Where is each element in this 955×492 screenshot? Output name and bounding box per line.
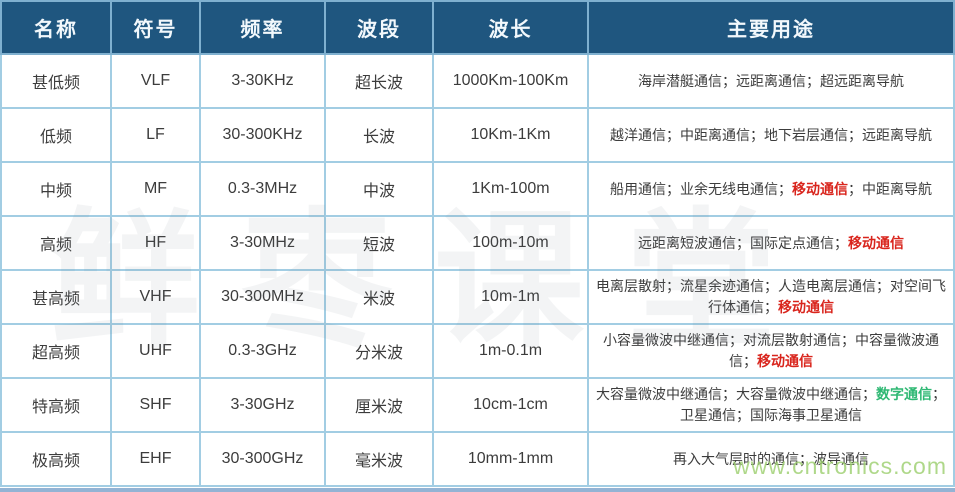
cell-symbol: SHF [110,377,201,433]
cell-band: 厘米波 [324,377,434,433]
cell-wavelength: 10m-1m [432,269,589,325]
cell-wavelength: 1Km-100m [432,161,589,217]
usage-segment: 移动通信 [848,234,904,251]
column-header-wavelength: 波长 [432,0,589,55]
cell-symbol: VLF [110,53,201,109]
cell-band: 长波 [324,107,434,163]
cell-frequency: 3-30GHz [199,377,326,433]
table-row: 甚高频 VHF 30-300MHz 米波 10m-1m 电离层散射；流星余迹通信；人造电离… [0,269,955,325]
usage-segment: 数字通信 [876,386,932,402]
column-header-name: 名称 [0,0,112,55]
cell-band: 短波 [324,215,434,271]
usage-segment: 船用通信；业余无线电通信； [610,180,792,197]
table-body: 甚低频 VLF 3-30KHz 超长波 1000Km-100Km 海岸潜艇通信；远距离通信… [0,53,955,487]
cell-wavelength: 10Km-1Km [432,107,589,163]
cell-usage: 大容量微波中继通信；大容量微波中继通信；数字通信；卫星通信；国际海事卫星通信 [587,377,955,433]
cell-frequency: 30-300KHz [199,107,326,163]
cell-wavelength: 1m-0.1m [432,323,589,379]
table-row: 中频 MF 0.3-3MHz 中波 1Km-100m 船用通信；业余无线电通信；移动通信；… [0,161,955,217]
column-header-symbol: 符号 [110,0,201,55]
cell-usage: 海岸潜艇通信；远距离通信；超远距离导航 [587,53,955,109]
table-row: 高频 HF 3-30MHz 短波 100m-10m 远距离短波通信；国际定点通信；移动通信 [0,215,955,271]
usage-segment: 越洋通信；中距离通信；地下岩层通信；远距离导航 [610,126,932,143]
cell-symbol: HF [110,215,201,271]
cell-frequency: 3-30KHz [199,53,326,109]
table-row: 低频 LF 30-300KHz 长波 10Km-1Km 越洋通信；中距离通信；地下岩层通信… [0,107,955,163]
cell-usage: 电离层散射；流星余迹通信；人造电离层通信；对空间飞行体通信；移动通信 [587,269,955,325]
cell-wavelength: 1000Km-100Km [432,53,589,109]
cell-symbol: UHF [110,323,201,379]
cell-frequency: 3-30MHz [199,215,326,271]
cell-frequency: 30-300GHz [199,431,326,487]
column-header-frequency: 频率 [199,0,326,55]
column-header-band: 波段 [324,0,434,55]
cell-symbol: EHF [110,431,201,487]
cell-frequency: 0.3-3GHz [199,323,326,379]
cell-band: 超长波 [324,53,434,109]
cell-name: 特高频 [0,377,112,433]
cell-band: 分米波 [324,323,434,379]
cell-wavelength: 100m-10m [432,215,589,271]
usage-segment: 移动通信 [778,299,834,315]
usage-segment: 电离层散射；流星余迹通信；人造电离层通信；对空间飞行体通信； [596,278,946,315]
cell-usage: 远距离短波通信；国际定点通信；移动通信 [587,215,955,271]
cell-usage: 小容量微波中继通信；对流层散射通信；中容量微波通信；移动通信 [587,323,955,379]
header-row: 名称 符号 频率 波段 波长 主要用途 [0,0,955,55]
cell-usage: 船用通信；业余无线电通信；移动通信；中距离导航 [587,161,955,217]
cell-name: 高频 [0,215,112,271]
cell-wavelength: 10mm-1mm [432,431,589,487]
column-header-usage: 主要用途 [587,0,955,55]
table-row: 极高频 EHF 30-300GHz 毫米波 10mm-1mm 再入大气层时的通信；波导通信 [0,431,955,487]
cell-usage: 再入大气层时的通信；波导通信 [587,431,955,487]
usage-segment: 小容量微波中继通信；对流层散射通信；中容量微波通信； [603,332,939,369]
usage-segment: 大容量微波中继通信；大容量微波中继通信； [596,386,876,402]
cell-wavelength: 10cm-1cm [432,377,589,433]
usage-segment: ；卫星通信；国际海事卫星通信 [680,386,946,423]
cell-name: 超高频 [0,323,112,379]
cell-band: 中波 [324,161,434,217]
cell-usage: 越洋通信；中距离通信；地下岩层通信；远距离导航 [587,107,955,163]
usage-segment: 海岸潜艇通信；远距离通信；超远距离导航 [638,72,904,89]
cell-symbol: MF [110,161,201,217]
usage-segment: 移动通信 [757,353,813,369]
cell-band: 米波 [324,269,434,325]
cell-name: 中频 [0,161,112,217]
cell-name: 低频 [0,107,112,163]
usage-segment: ；中距离导航 [848,180,932,197]
table-row: 甚低频 VLF 3-30KHz 超长波 1000Km-100Km 海岸潜艇通信；远距离通信… [0,53,955,109]
cell-name: 甚高频 [0,269,112,325]
cell-band: 毫米波 [324,431,434,487]
cell-symbol: VHF [110,269,201,325]
table-row: 特高频 SHF 3-30GHz 厘米波 10cm-1cm 大容量微波中继通信；大容量微波中… [0,377,955,433]
cell-frequency: 0.3-3MHz [199,161,326,217]
cell-symbol: LF [110,107,201,163]
cell-name: 甚低频 [0,53,112,109]
usage-segment: 远距离短波通信；国际定点通信； [638,234,848,251]
table-row: 超高频 UHF 0.3-3GHz 分米波 1m-0.1m 小容量微波中继通信；对流层散射通… [0,323,955,379]
cell-frequency: 30-300MHz [199,269,326,325]
usage-segment: 再入大气层时的通信；波导通信 [673,450,869,467]
cell-name: 极高频 [0,431,112,487]
usage-segment: 移动通信 [792,180,848,197]
